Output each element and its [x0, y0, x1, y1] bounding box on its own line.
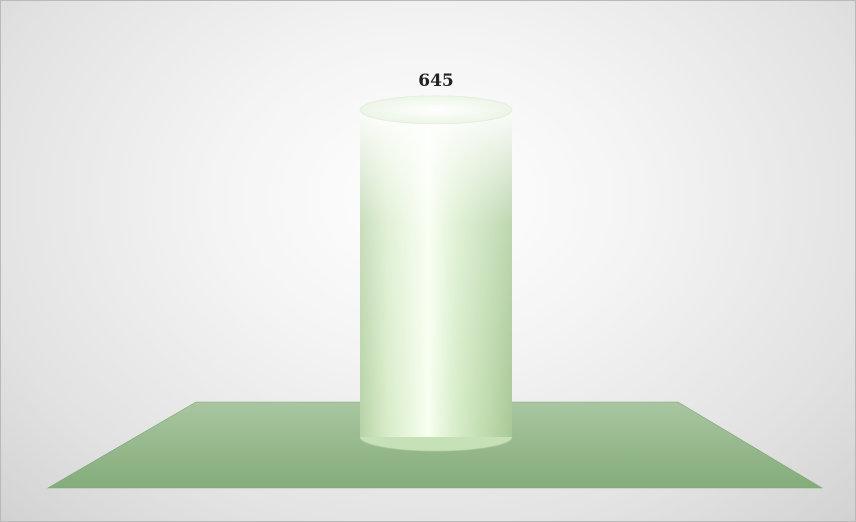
data-label: 645: [418, 71, 454, 91]
bar-cylinder: [359, 95, 513, 452]
data-labels-layer: 645: [418, 71, 454, 91]
bars-layer: [359, 95, 513, 452]
bar-top: [359, 95, 513, 125]
bar-highlight: [360, 109, 512, 438]
bar-bottom-rim: [359, 436, 513, 452]
